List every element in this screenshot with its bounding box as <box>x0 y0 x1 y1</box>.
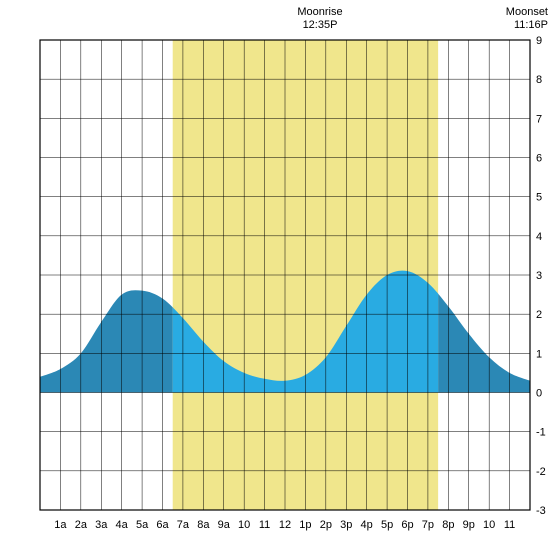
moonset-label: Moonset <box>492 6 548 19</box>
svg-text:8: 8 <box>536 74 542 86</box>
svg-text:8a: 8a <box>197 519 210 531</box>
svg-text:3a: 3a <box>95 519 108 531</box>
moonrise-annotation: Moonrise 12:35P <box>290 6 350 32</box>
svg-text:4: 4 <box>536 231 542 243</box>
svg-text:9: 9 <box>536 35 542 47</box>
svg-text:12: 12 <box>279 519 291 531</box>
svg-text:2p: 2p <box>320 519 332 531</box>
svg-text:-1: -1 <box>536 427 546 439</box>
svg-text:2: 2 <box>536 309 542 321</box>
svg-text:5a: 5a <box>136 519 149 531</box>
svg-text:4p: 4p <box>361 519 373 531</box>
svg-text:7a: 7a <box>177 519 190 531</box>
svg-text:9a: 9a <box>218 519 231 531</box>
svg-text:3: 3 <box>536 270 542 282</box>
svg-text:3p: 3p <box>340 519 352 531</box>
svg-text:7p: 7p <box>422 519 434 531</box>
svg-text:1p: 1p <box>299 519 311 531</box>
svg-text:11: 11 <box>259 519 270 531</box>
svg-text:2a: 2a <box>75 519 88 531</box>
tide-chart: Moonrise 12:35P Moonset 11:16P -3-2-1012… <box>0 0 550 550</box>
svg-text:7: 7 <box>536 113 542 125</box>
svg-text:1: 1 <box>536 348 542 360</box>
moonset-time: 11:16P <box>492 19 548 32</box>
svg-text:4a: 4a <box>116 519 129 531</box>
svg-text:-3: -3 <box>536 505 546 517</box>
moonset-annotation: Moonset 11:16P <box>492 6 548 32</box>
svg-text:10: 10 <box>483 519 495 531</box>
svg-text:5p: 5p <box>381 519 393 531</box>
svg-text:6a: 6a <box>156 519 169 531</box>
tide-chart-svg: -3-2-101234567891a2a3a4a5a6a7a8a9a101112… <box>0 0 550 550</box>
svg-text:5: 5 <box>536 192 542 204</box>
svg-text:9p: 9p <box>463 519 475 531</box>
moonrise-label: Moonrise <box>290 6 350 19</box>
svg-text:8p: 8p <box>442 519 454 531</box>
svg-text:-2: -2 <box>536 466 546 478</box>
svg-text:10: 10 <box>238 519 250 531</box>
svg-text:0: 0 <box>536 388 542 400</box>
svg-text:6p: 6p <box>401 519 413 531</box>
svg-text:1a: 1a <box>54 519 67 531</box>
svg-text:6: 6 <box>536 153 542 165</box>
svg-text:11: 11 <box>504 519 515 531</box>
moonrise-time: 12:35P <box>290 19 350 32</box>
